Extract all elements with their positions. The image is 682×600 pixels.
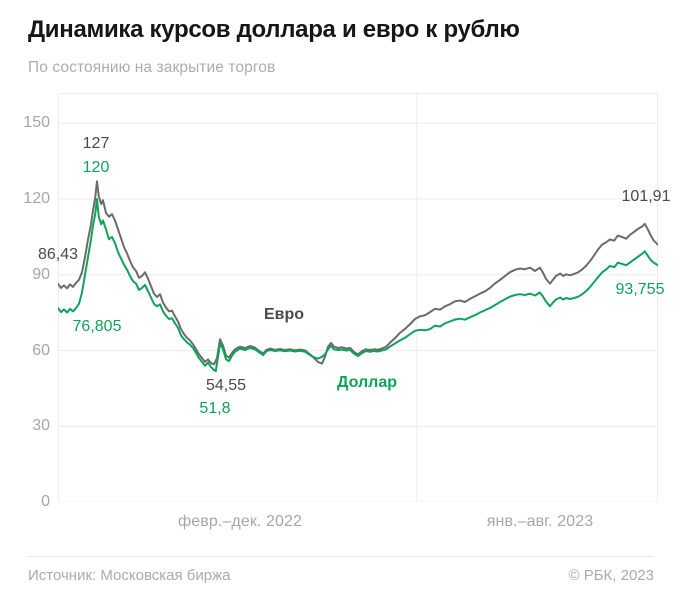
footer-divider — [28, 556, 654, 557]
euro-series-label: Евро — [263, 306, 305, 323]
dollar-series-label: Доллар — [337, 374, 397, 391]
euro-end-label: 101,91 — [621, 188, 671, 205]
source-label: Источник: Московская биржа — [28, 567, 231, 584]
euro-line — [58, 180, 658, 366]
y-tick-label-120: 120 — [23, 190, 50, 208]
dollar-low-label: 51,8 — [199, 400, 231, 417]
euro-low-label: 54,55 — [205, 377, 247, 394]
exchange-rate-chart — [58, 93, 658, 502]
page-subtitle: По состоянию на закрытие торгов — [28, 59, 276, 76]
y-tick-label-0: 0 — [41, 493, 50, 510]
euro-peak-label: 127 — [82, 135, 110, 152]
y-tick-label-150: 150 — [23, 114, 50, 132]
copyright-label: © РБК, 2023 — [568, 567, 654, 584]
y-tick-label-30: 30 — [32, 417, 50, 435]
dollar-peak-label: 120 — [82, 159, 110, 176]
page-title: Динамика курсов доллара и евро к рублю — [28, 16, 520, 43]
y-tick-label-90: 90 — [32, 265, 50, 283]
x-axis-label-2023: янв.–авг. 2023 — [486, 513, 594, 530]
euro-start-label: 86,43 — [37, 246, 79, 263]
dollar-line — [58, 198, 658, 373]
dollar-start-label: 76,805 — [72, 318, 122, 335]
x-axis-label-2022: февр.–дек. 2022 — [177, 513, 303, 530]
dollar-end-label: 93,755 — [615, 281, 665, 298]
y-tick-label-60: 60 — [32, 341, 50, 359]
